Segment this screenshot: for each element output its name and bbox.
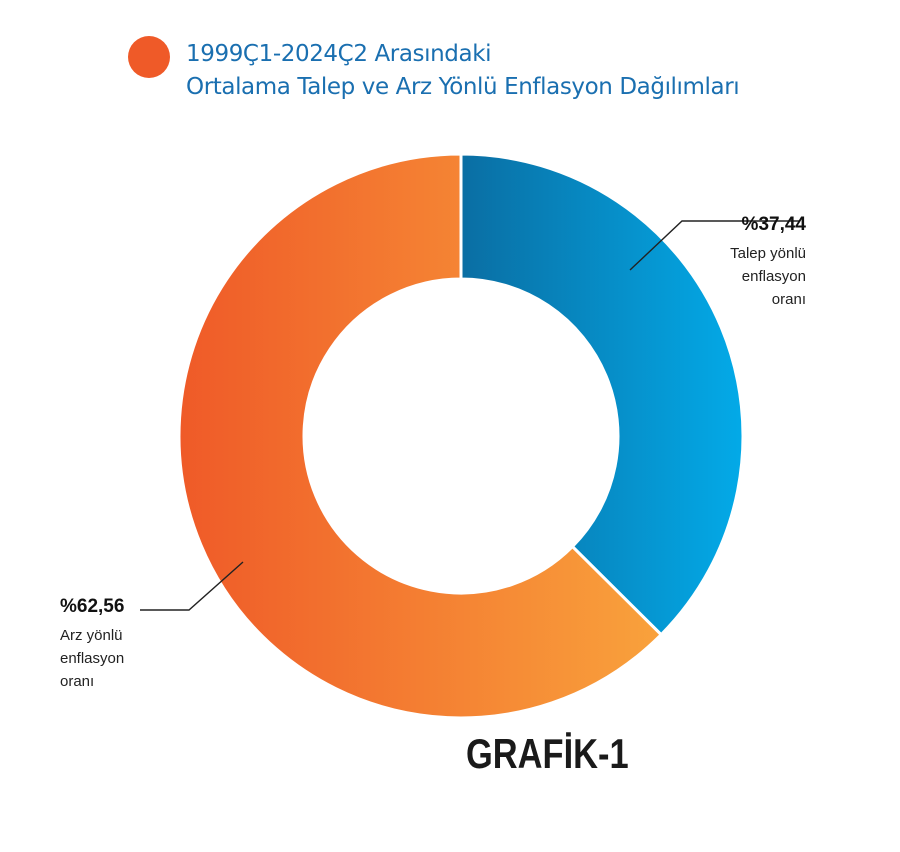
category-label-arz-line-3: oranı	[60, 673, 94, 690]
value-label-arz: %62,56	[60, 596, 124, 617]
title-bullet-dot	[128, 36, 170, 78]
slice-labels: %37,44 Talep yönlü enflasyon oranı %62,56 Arz…	[60, 214, 806, 690]
category-label-arz-line-1: Arz yönlü	[60, 627, 123, 644]
category-label-talep-line-3: oranı	[772, 291, 806, 308]
category-label-talep-line-2: enflasyon	[742, 268, 806, 285]
figure-label: GRAFİK-1	[466, 730, 629, 777]
slice-talep	[459, 152, 745, 637]
chart-title-line-2: Ortalama Talep ve Arz Yönlü Enflasyon Da…	[186, 74, 740, 100]
donut-slices	[177, 152, 745, 720]
chart-title: 1999Ç1-2024Ç2 Arasındaki Ortalama Talep …	[186, 38, 740, 104]
leader-line-arz	[140, 561, 244, 611]
leader-line-talep	[629, 220, 800, 271]
value-label-talep: %37,44	[742, 214, 807, 235]
category-label-arz-line-2: enflasyon	[60, 650, 124, 667]
slice-arz	[177, 152, 664, 720]
chart-title-line-1: 1999Ç1-2024Ç2 Arasındaki	[186, 41, 492, 67]
category-label-talep-line-1: Talep yönlü	[730, 245, 806, 262]
